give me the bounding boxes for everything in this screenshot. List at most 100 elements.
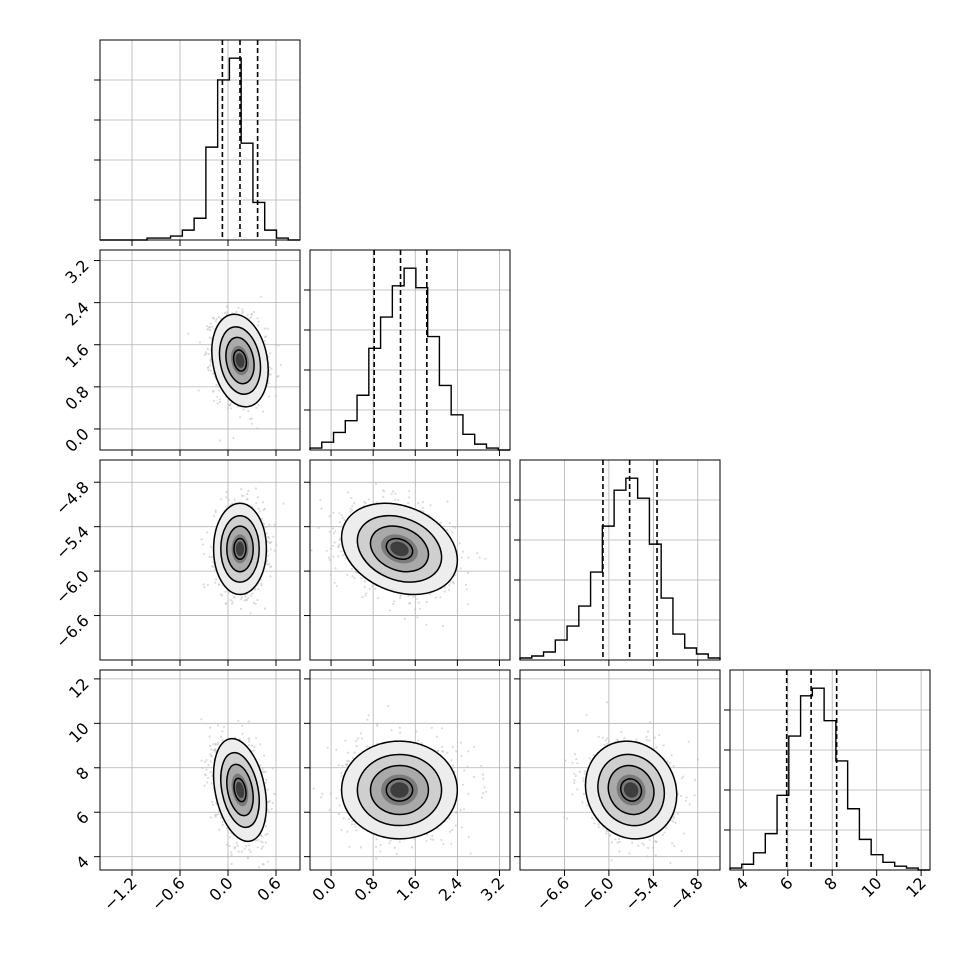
sample-point [237, 306, 240, 309]
sample-point [240, 494, 244, 497]
sample-point [203, 761, 206, 764]
sample-point [246, 498, 249, 501]
x-tick-label: 12 [902, 873, 930, 901]
sample-point [260, 847, 263, 850]
sample-point [253, 588, 257, 591]
sample-point [256, 427, 259, 430]
density-content [200, 718, 277, 869]
sample-point [231, 600, 234, 603]
sample-point [268, 541, 271, 545]
sample-point [338, 521, 342, 524]
sample-point [218, 583, 221, 586]
sample-point [417, 601, 420, 604]
sample-point [354, 570, 357, 573]
sample-point [203, 586, 206, 589]
sample-point [214, 511, 217, 514]
sample-point [211, 555, 214, 559]
sample-point [226, 827, 229, 830]
sample-point [262, 863, 265, 866]
sample-point [254, 602, 257, 605]
sample-point [263, 507, 266, 510]
sample-point [459, 567, 462, 570]
sample-point [466, 571, 470, 575]
sample-point [390, 492, 393, 495]
sample-point [224, 602, 227, 605]
sample-point [215, 318, 218, 321]
panel-frame [519, 459, 721, 661]
sample-point [206, 366, 209, 369]
sample-point [274, 386, 277, 389]
sample-point [249, 316, 252, 319]
sample-point [260, 295, 263, 298]
sample-point [211, 325, 214, 328]
sample-point [250, 594, 253, 597]
sample-point [216, 395, 219, 398]
sample-point [212, 514, 216, 518]
density-content [200, 487, 285, 615]
sample-point [258, 510, 261, 513]
sample-point [221, 823, 224, 827]
sample-point [220, 498, 223, 501]
histogram-0 [100, 57, 300, 241]
density-content [310, 482, 487, 628]
sample-point [365, 592, 368, 595]
sample-point [417, 501, 420, 505]
sample-point [218, 398, 221, 401]
sample-point [445, 529, 449, 532]
sample-point [275, 544, 278, 547]
sample-point [337, 545, 340, 548]
sample-point [344, 557, 347, 560]
sample-point [466, 603, 470, 606]
sample-point [383, 490, 386, 493]
sample-point [360, 576, 363, 580]
sample-point [425, 623, 428, 626]
sample-point [441, 625, 444, 628]
sample-point [371, 585, 374, 588]
sample-point [274, 394, 277, 397]
sample-point [209, 359, 212, 362]
x-tick-label: 4 [732, 873, 753, 894]
sample-point [270, 541, 273, 544]
sample-point [261, 501, 265, 504]
sample-point [351, 509, 354, 512]
sample-point [251, 592, 254, 595]
sample-point [266, 327, 269, 330]
sample-point [212, 390, 215, 393]
sample-point [332, 511, 335, 514]
sample-point [425, 601, 428, 604]
sample-point [257, 588, 260, 591]
sample-point [408, 602, 412, 605]
sample-point [263, 327, 266, 330]
density-content [187, 295, 283, 442]
sample-point [212, 317, 215, 320]
sample-point [249, 612, 252, 615]
sample-point [249, 850, 252, 853]
sample-point [454, 526, 457, 529]
sample-point [226, 407, 230, 410]
sample-point [257, 507, 260, 510]
contour-line [369, 525, 430, 573]
sample-point [350, 567, 353, 570]
sample-point [241, 312, 244, 315]
sample-point [407, 594, 410, 598]
sample-point [374, 587, 377, 590]
sample-point [239, 416, 242, 419]
sample-point [220, 816, 223, 819]
panel-frame [309, 459, 511, 661]
sample-point [225, 311, 228, 314]
sample-point [310, 549, 313, 552]
sample-point [209, 545, 212, 549]
sample-point [332, 544, 335, 548]
y-tick-label: 3.2 [61, 256, 92, 287]
x-tick-label: 10 [858, 873, 886, 901]
sample-point [353, 576, 356, 580]
sample-point [268, 395, 271, 398]
sample-point [330, 547, 333, 551]
sample-point [208, 336, 211, 339]
sample-point [341, 516, 344, 519]
sample-point [225, 490, 228, 493]
sample-point [399, 594, 402, 597]
sample-point [243, 599, 246, 602]
sample-point [208, 735, 211, 738]
sample-point [231, 602, 234, 605]
